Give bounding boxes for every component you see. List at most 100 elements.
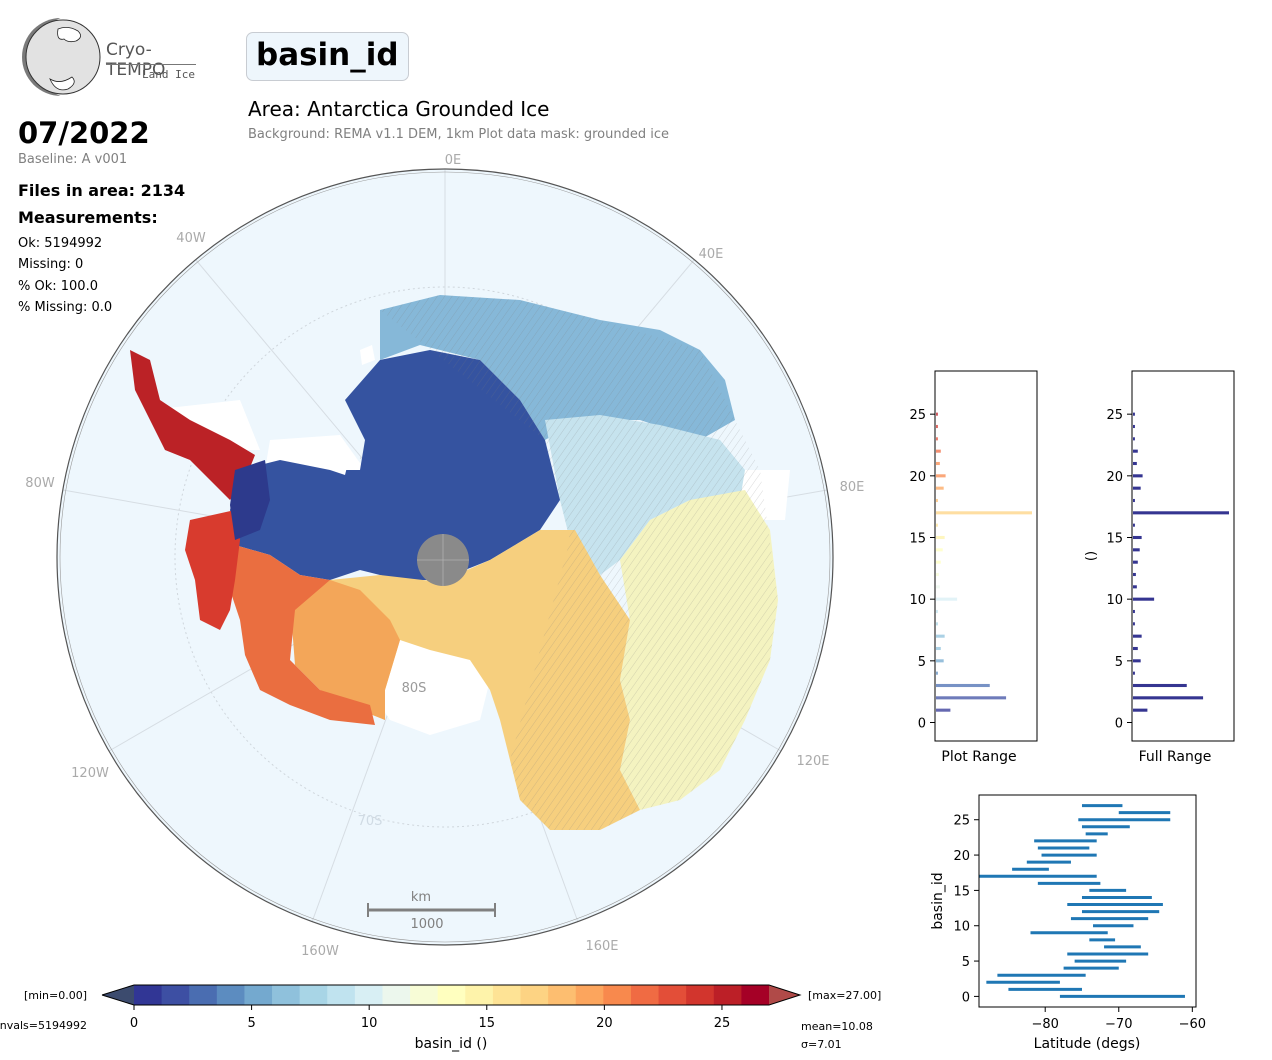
stat-pct-missing: % Missing: 0.0 bbox=[18, 300, 113, 315]
histogram-bar bbox=[936, 671, 938, 675]
lat-ytick-label: 20 bbox=[953, 849, 970, 864]
histogram-bar bbox=[936, 696, 1007, 700]
colorbar-min-label: [min=0.00] bbox=[24, 989, 87, 1002]
histogram-bar bbox=[1133, 597, 1155, 601]
colorbar-label: basin_id () bbox=[415, 1036, 488, 1052]
colorbar-cell bbox=[354, 985, 383, 1005]
colorbar-tick-label: 25 bbox=[714, 1016, 731, 1031]
histogram-bar bbox=[936, 449, 941, 453]
lon-label-120e: 120E bbox=[796, 754, 829, 769]
logo-subtitle: Land Ice bbox=[142, 68, 195, 81]
colorbar-cells bbox=[134, 985, 770, 1005]
histogram-bar bbox=[1133, 708, 1148, 712]
lon-label-160w: 160W bbox=[301, 944, 339, 959]
lat-ytick-label: 25 bbox=[953, 814, 970, 829]
histogram-bar bbox=[936, 585, 940, 589]
colorbar-cell bbox=[327, 985, 356, 1005]
lat-ylabel: basin_id bbox=[930, 872, 946, 929]
histogram-bar bbox=[936, 634, 945, 638]
hist1-frame bbox=[934, 370, 1038, 742]
lat-xtick-label: −60 bbox=[1179, 1017, 1206, 1032]
histogram-bar bbox=[1133, 585, 1137, 589]
histogram-bar bbox=[936, 622, 938, 626]
colorbar-cell bbox=[161, 985, 190, 1005]
lon-label-40w: 40W bbox=[176, 231, 206, 246]
measurements-heading: Measurements: bbox=[18, 208, 158, 227]
histogram-bar bbox=[1133, 671, 1135, 675]
polar-map: 0E 40E 80E 120E 160E 160W 120W 80W 40W 8… bbox=[25, 153, 865, 959]
colorbar-cell bbox=[630, 985, 660, 1005]
histogram-ytick-label: 0 bbox=[918, 717, 926, 732]
histogram-plot-range: 0 5 10 15 20 25 Plot Range bbox=[909, 370, 1038, 765]
colorbar-tick-label: 20 bbox=[596, 1016, 613, 1031]
histogram-bar bbox=[936, 461, 940, 466]
histogram-bar bbox=[1133, 474, 1143, 478]
satellite-tracks bbox=[380, 295, 778, 830]
histogram-bar bbox=[936, 498, 938, 503]
colorbar: 0 5 10 15 20 25 [min=0.00] [max=27.00] nvals=… bbox=[0, 984, 881, 1052]
histogram-bar bbox=[936, 437, 938, 441]
histogram-bar bbox=[1133, 622, 1135, 626]
colorbar-cell bbox=[272, 985, 301, 1005]
basin-region-red-west bbox=[185, 510, 240, 630]
histogram-bar bbox=[1133, 437, 1135, 441]
colorbar-cell bbox=[382, 985, 411, 1005]
histogram-bar bbox=[1133, 412, 1135, 416]
histogram-ytick-label: 20 bbox=[909, 470, 926, 485]
colorbar-cell bbox=[189, 985, 218, 1005]
colorbar-cell bbox=[713, 985, 742, 1005]
colorbar-cell bbox=[410, 985, 439, 1005]
lon-label-120w: 120W bbox=[71, 766, 109, 781]
colorbar-cell bbox=[492, 985, 522, 1005]
histogram-bar bbox=[1133, 609, 1135, 614]
logo-title: Cryo-TEMPO bbox=[106, 40, 166, 80]
histogram-bar bbox=[936, 560, 941, 564]
hist2-ylabel: () bbox=[1085, 551, 1099, 561]
stat-ok: Ok: 5194992 bbox=[18, 236, 103, 251]
lat-frame bbox=[978, 794, 1197, 1008]
lat-axes: 0 5 10 15 20 25 −80 −70 −60 bbox=[953, 814, 1206, 1032]
colorbar-cell bbox=[465, 985, 494, 1005]
lat-ytick-label: 0 bbox=[962, 990, 970, 1005]
scale-bar-unit: km bbox=[411, 890, 431, 905]
ice-island bbox=[322, 440, 350, 475]
hist2-bars bbox=[1133, 412, 1229, 712]
latitude-range-chart: 0 5 10 15 20 25 −80 −70 −60 basin_id Latitude (d… bbox=[930, 794, 1206, 1052]
colorbar-cell bbox=[603, 985, 632, 1005]
date-label: 07/2022 bbox=[18, 116, 150, 150]
histogram-bar bbox=[936, 424, 938, 429]
colorbar-under-arrow bbox=[102, 985, 134, 1005]
colorbar-cell bbox=[216, 985, 245, 1005]
lon-label-80e: 80E bbox=[840, 480, 865, 495]
histogram-ytick-label: 15 bbox=[1106, 532, 1123, 547]
colorbar-cell bbox=[686, 985, 715, 1005]
colorbar-tick-label: 0 bbox=[130, 1016, 138, 1031]
lat-xlabel: Latitude (degs) bbox=[1034, 1036, 1141, 1052]
scale-bar: km 1000 bbox=[367, 890, 496, 932]
colorbar-ticks: 0 5 10 15 20 25 bbox=[130, 1005, 730, 1031]
histogram-ytick-label: 25 bbox=[909, 408, 926, 423]
stat-missing: Missing: 0 bbox=[18, 257, 84, 272]
basin-region-peninsula-red bbox=[130, 350, 255, 500]
histogram-bar bbox=[936, 646, 941, 651]
histogram-bar bbox=[1133, 535, 1142, 540]
colorbar-cell bbox=[437, 985, 466, 1005]
histogram-ytick-label: 5 bbox=[1115, 655, 1123, 670]
histogram-ytick-label: 15 bbox=[909, 532, 926, 547]
basin-region-deep-orange bbox=[230, 545, 375, 725]
histogram-ytick-label: 10 bbox=[909, 593, 926, 608]
scale-bar-value: 1000 bbox=[410, 917, 443, 932]
lat-label-80s: 80S bbox=[402, 681, 427, 696]
histogram-bar bbox=[1133, 511, 1229, 515]
colorbar-cell bbox=[299, 985, 328, 1005]
histogram-bar bbox=[1133, 634, 1142, 638]
histogram-bar bbox=[936, 548, 943, 552]
histogram-bar bbox=[936, 609, 938, 614]
background-info: Background: REMA v1.1 DEM, 1km Plot data… bbox=[248, 127, 669, 142]
colorbar-tick-label: 5 bbox=[247, 1016, 255, 1031]
lat-xtick-label: −70 bbox=[1105, 1017, 1132, 1032]
basin-region-orange bbox=[290, 580, 400, 720]
lon-label-160e: 160E bbox=[585, 939, 618, 954]
files-in-area: Files in area: 2134 bbox=[18, 181, 186, 200]
histogram-full-range: 0 5 10 15 20 25 () Full Range bbox=[1085, 370, 1235, 765]
